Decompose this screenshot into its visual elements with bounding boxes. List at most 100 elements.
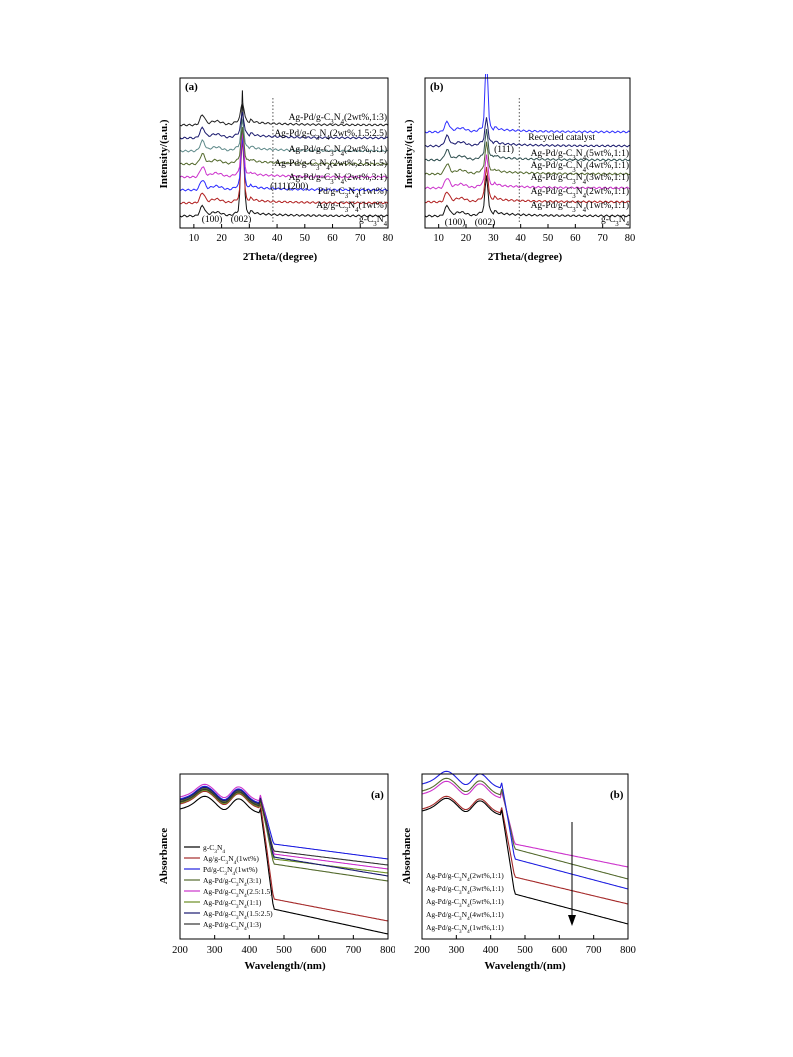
xrd-panel-a: (a) 10 20 30 40 50 60 70 80 2Theta/(degree) Int… — [158, 77, 393, 263]
x-tick-label: 300 — [448, 945, 464, 956]
x-tick-label: 30 — [488, 233, 499, 244]
x-tick-label: 40 — [515, 233, 526, 244]
uv-series-line — [179, 789, 389, 874]
curve-label: g-C3N4 — [601, 215, 630, 228]
xrd-series-line — [424, 129, 631, 162]
x-tick-label: 200 — [172, 945, 188, 956]
xrd-b-frame — [424, 77, 631, 229]
peak-label: (200) — [288, 181, 309, 192]
xrd-series-line — [424, 154, 631, 190]
uv-series-line — [421, 770, 629, 890]
xrd-b-curve-labels: Recycled catalystAg-Pd/g-C3N4(5wt%,1:1)A… — [528, 133, 629, 228]
xrd-series-line — [179, 90, 389, 218]
xrd-series-line — [424, 175, 631, 218]
xrd-series-line — [425, 166, 631, 204]
legend-label: Ag-Pd/g-C3N4(1:3) — [203, 920, 262, 932]
curve-label: Ag-Pd/g-C3N4(2wt%,1:1) — [289, 144, 387, 158]
uv-series-line — [179, 795, 389, 935]
xrd-b-ylabel: Intensity/(a.u.) — [403, 119, 415, 188]
peak-label: (002) — [231, 214, 252, 225]
x-tick-label: 70 — [597, 233, 608, 244]
curve-label: Ag-Pd/g-C3N4(3wt%,1:1) — [531, 172, 629, 186]
uv-series-line — [421, 777, 629, 880]
uv-b-curves — [421, 770, 629, 925]
x-tick-label: 70 — [355, 233, 366, 244]
legend-label: Ag-Pd/g-C3N4(1:1) — [203, 898, 262, 910]
x-tick-label: 500 — [517, 945, 533, 956]
uv-series-line — [421, 797, 629, 925]
xrd-series-line — [424, 74, 631, 134]
x-tick-label: 800 — [380, 945, 395, 956]
xrd-b-tag: (b) — [430, 81, 444, 93]
xrd-b-curves — [424, 74, 631, 224]
xrd-b-peak-labels: (100) (002) (111) — [445, 144, 514, 228]
legend-label: Ag-Pd/g-C3N4(2.5:1.5) — [203, 887, 273, 899]
uv-a-curves — [179, 783, 389, 935]
xrd-a-ylabel: Intensity/(a.u.) — [158, 119, 170, 188]
x-tick-label: 400 — [241, 945, 257, 956]
legend-label: Ag-Pd/g-C3N4(4wt%,1:1) — [426, 910, 504, 922]
uv-panel-a: (a) 200 300 400 500 600 700 800 Wavelength/(nm… — [158, 773, 395, 972]
uv-a-xlabel: Wavelength/(nm) — [244, 960, 326, 972]
uv-b-xticks: 200 300 400 500 600 700 800 — [414, 935, 636, 956]
xrd-series-line — [179, 130, 389, 179]
peak-label: (100) — [202, 214, 223, 225]
curve-label: g-C3N4 — [359, 215, 388, 228]
curve-label: Ag-Pd/g-C3N4(2wt%,3:1) — [289, 172, 387, 186]
uv-series-line — [179, 788, 389, 866]
x-tick-label: 60 — [327, 233, 338, 244]
uv-series-line — [179, 785, 389, 860]
x-tick-label: 600 — [311, 945, 327, 956]
xrd-a-xticks: 10 20 30 40 50 60 70 80 — [189, 224, 393, 244]
legend-label: Ag-Pd/g-C3N4(2wt%,1:1) — [426, 871, 504, 883]
x-tick-label: 800 — [620, 945, 636, 956]
xrd-series-line — [179, 101, 389, 127]
xrd-a-tag: (a) — [185, 81, 198, 93]
uv-b-tag: (b) — [610, 789, 624, 801]
xrd-panel-b: (b) 10 20 30 40 50 60 70 80 2Theta/(degree) Int… — [403, 74, 636, 263]
xrd-a-xlabel: 2Theta/(degree) — [243, 251, 318, 263]
uv-a-tag: (a) — [371, 789, 384, 801]
curve-label: Ag/g-C3N4(1wt%) — [316, 200, 387, 214]
x-tick-label: 700 — [345, 945, 361, 956]
x-tick-label: 60 — [570, 233, 581, 244]
x-tick-label: 50 — [543, 233, 554, 244]
xrd-series-line — [179, 127, 389, 166]
xrd-series-line — [424, 141, 631, 176]
uv-series-line — [179, 790, 389, 922]
uv-panel-b: (b) 200 300 400 500 600 700 800 Wavelength/(nm… — [401, 770, 636, 972]
uv-series-line — [179, 787, 389, 882]
peak-label: (100) — [445, 217, 466, 228]
curve-label: Pd/g-C3N4(1wt%) — [318, 186, 387, 200]
x-tick-label: 10 — [189, 233, 200, 244]
xrd-a-curve-labels: Ag-Pd/g-C3N4(2wt%,1:3) Ag-Pd/g-C3N4(2wt%,… — [274, 112, 387, 228]
x-tick-label: 80 — [625, 233, 636, 244]
curve-label: Ag-Pd/g-C3N4(5wt%,1:1) — [531, 148, 629, 162]
legend-label: Pd/g-C3N4(1wt%) — [203, 865, 258, 877]
legend-label: g-C3N4 — [203, 843, 225, 855]
xrd-series-line — [179, 119, 389, 153]
curve-label: Ag-Pd/g-C3N4(2wt%,1:1) — [531, 186, 629, 200]
peak-label: (111) — [270, 181, 290, 192]
legend-label: Ag-Pd/g-C3N4(1wt%,1:1) — [426, 923, 504, 935]
uv-b-legend: Ag-Pd/g-C3N4(2wt%,1:1)Ag-Pd/g-C3N4(3wt%,… — [426, 871, 504, 935]
legend-label: Ag-Pd/g-C3N4(3wt%,1:1) — [426, 884, 504, 896]
uv-series-line — [179, 783, 389, 870]
curve-label: Ag-Pd/g-C3N4(2wt%,2.5:1.5) — [274, 158, 387, 172]
peak-label: (002) — [475, 217, 496, 228]
xrd-series-line — [424, 117, 631, 148]
x-tick-label: 700 — [586, 945, 602, 956]
curve-label: Ag-Pd/g-C3N4(1wt%,1:1) — [531, 200, 629, 214]
uv-series-line — [421, 795, 629, 905]
legend-label: Ag-Pd/g-C3N4(1.5:2.5) — [203, 909, 273, 921]
uv-a-xticks: 200 300 400 500 600 700 800 — [172, 935, 395, 956]
legend-label: Ag/g-C3N4(1wt%) — [203, 854, 259, 866]
curve-label: Ag-Pd/g-C3N4(4wt%,1:1) — [531, 160, 629, 174]
x-tick-label: 500 — [276, 945, 292, 956]
uv-series-line — [421, 780, 629, 868]
x-tick-label: 300 — [207, 945, 223, 956]
x-tick-label: 10 — [433, 233, 444, 244]
x-tick-label: 30 — [244, 233, 255, 244]
uv-b-xlabel: Wavelength/(nm) — [484, 960, 566, 972]
